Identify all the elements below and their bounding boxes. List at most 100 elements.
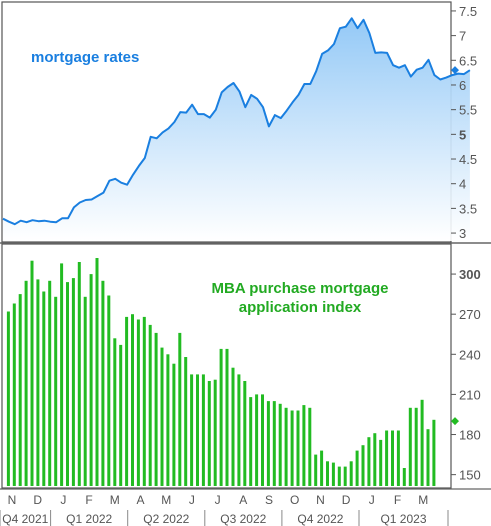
mba-bar — [18, 294, 22, 486]
mba-bar — [367, 437, 371, 486]
mba-bar — [302, 405, 306, 486]
mba-bar — [83, 296, 87, 486]
month-label: J — [60, 493, 66, 507]
rates-area-fill — [3, 18, 470, 241]
rate-tick-label: 3 — [459, 226, 466, 241]
month-label: D — [33, 493, 42, 507]
month-label: M — [161, 493, 171, 507]
mba-bar — [396, 430, 400, 486]
mba-bar — [207, 381, 211, 486]
mba-bar — [402, 468, 406, 486]
rate-tick-label: 4 — [459, 177, 466, 192]
mba-bar — [42, 291, 46, 486]
mba-bar — [225, 348, 229, 486]
mba-bar — [71, 278, 75, 486]
quarter-label: Q2 2022 — [143, 512, 189, 526]
rate-tick-label: 3.5 — [459, 201, 477, 216]
mba-bar — [296, 410, 300, 486]
mba-bar — [154, 332, 158, 486]
mba-bar — [201, 374, 205, 486]
mba-bar — [36, 279, 40, 486]
mba-bar — [184, 357, 188, 486]
mba-bar — [284, 407, 288, 486]
mba-bar — [190, 374, 194, 486]
month-label: D — [342, 493, 351, 507]
mba-bar — [420, 399, 424, 486]
bottom-panel-frame — [1, 243, 452, 489]
mba-bar — [432, 419, 436, 486]
month-label: N — [316, 493, 325, 507]
mba-bar — [349, 461, 353, 486]
mba-tick-label: 300 — [459, 267, 481, 282]
mba-title-line-1: MBA purchase mortgage — [212, 280, 389, 297]
rate-tick-label: 5.5 — [459, 103, 477, 118]
mba-bar — [255, 394, 259, 486]
rate-tick-label: 6 — [459, 78, 466, 93]
mba-bar — [166, 354, 170, 486]
mba-bar — [243, 381, 247, 486]
mba-bar — [385, 430, 389, 486]
month-label: M — [418, 493, 428, 507]
rate-current-marker — [451, 66, 459, 75]
mba-bar — [326, 461, 329, 486]
mba-bar — [160, 347, 164, 486]
mba-bar — [290, 410, 294, 486]
mba-bar — [77, 262, 81, 486]
mba-current-marker — [451, 417, 459, 426]
mba-bar — [131, 314, 134, 486]
mba-bar — [320, 450, 324, 486]
mba-bar — [196, 374, 199, 486]
month-label: A — [239, 493, 247, 507]
mba-bar — [331, 462, 335, 486]
mba-bar — [343, 466, 347, 486]
mba-bar — [426, 429, 430, 486]
mba-bar — [361, 445, 365, 486]
mba-bar — [66, 282, 69, 486]
rates-line — [2, 17, 471, 226]
mba-bar — [107, 295, 111, 486]
mba-bar — [414, 407, 418, 486]
month-label: S — [265, 493, 273, 507]
mba-bar — [355, 450, 359, 486]
mba-bar — [148, 324, 152, 486]
month-label: F — [85, 493, 92, 507]
mba-bar — [272, 401, 276, 486]
mba-bar — [136, 319, 140, 486]
mba-bar — [101, 280, 105, 486]
mba-bar — [314, 454, 318, 486]
month-label: O — [290, 493, 299, 507]
mba-bar — [379, 439, 383, 486]
mba-bar — [24, 280, 28, 486]
mba-tick-label: 150 — [459, 468, 481, 483]
mba-bar — [172, 363, 176, 486]
mba-bar — [48, 280, 52, 486]
mba-title-line-2: application index — [239, 299, 362, 316]
mba-bar — [95, 258, 99, 486]
mba-bar — [219, 348, 223, 486]
mba-bar — [6, 311, 10, 486]
rate-tick-label: 7.5 — [459, 4, 477, 19]
mba-bar — [337, 466, 341, 486]
rates-title: mortgage rates — [31, 49, 139, 66]
quarter-label: Q1 2023 — [380, 512, 426, 526]
quarter-label: Q4 2022 — [297, 512, 343, 526]
mba-bar — [54, 296, 58, 486]
mba-bar — [391, 430, 394, 486]
mba-tick-label: 270 — [459, 307, 481, 322]
mba-bar — [408, 407, 412, 486]
mba-bar — [60, 263, 64, 486]
month-label: N — [8, 493, 17, 507]
mba-bar — [125, 316, 129, 486]
mba-tick-label: 240 — [459, 347, 481, 362]
mba-bar — [249, 397, 253, 486]
month-label: A — [136, 493, 144, 507]
mba-bar — [261, 394, 264, 486]
mba-bar — [12, 303, 16, 486]
month-label: J — [369, 493, 375, 507]
quarter-label: Q3 2022 — [220, 512, 266, 526]
mba-bar — [89, 274, 93, 486]
rate-tick-label: 5 — [459, 127, 466, 142]
mba-bar — [213, 379, 217, 486]
mba-bar — [231, 367, 235, 486]
